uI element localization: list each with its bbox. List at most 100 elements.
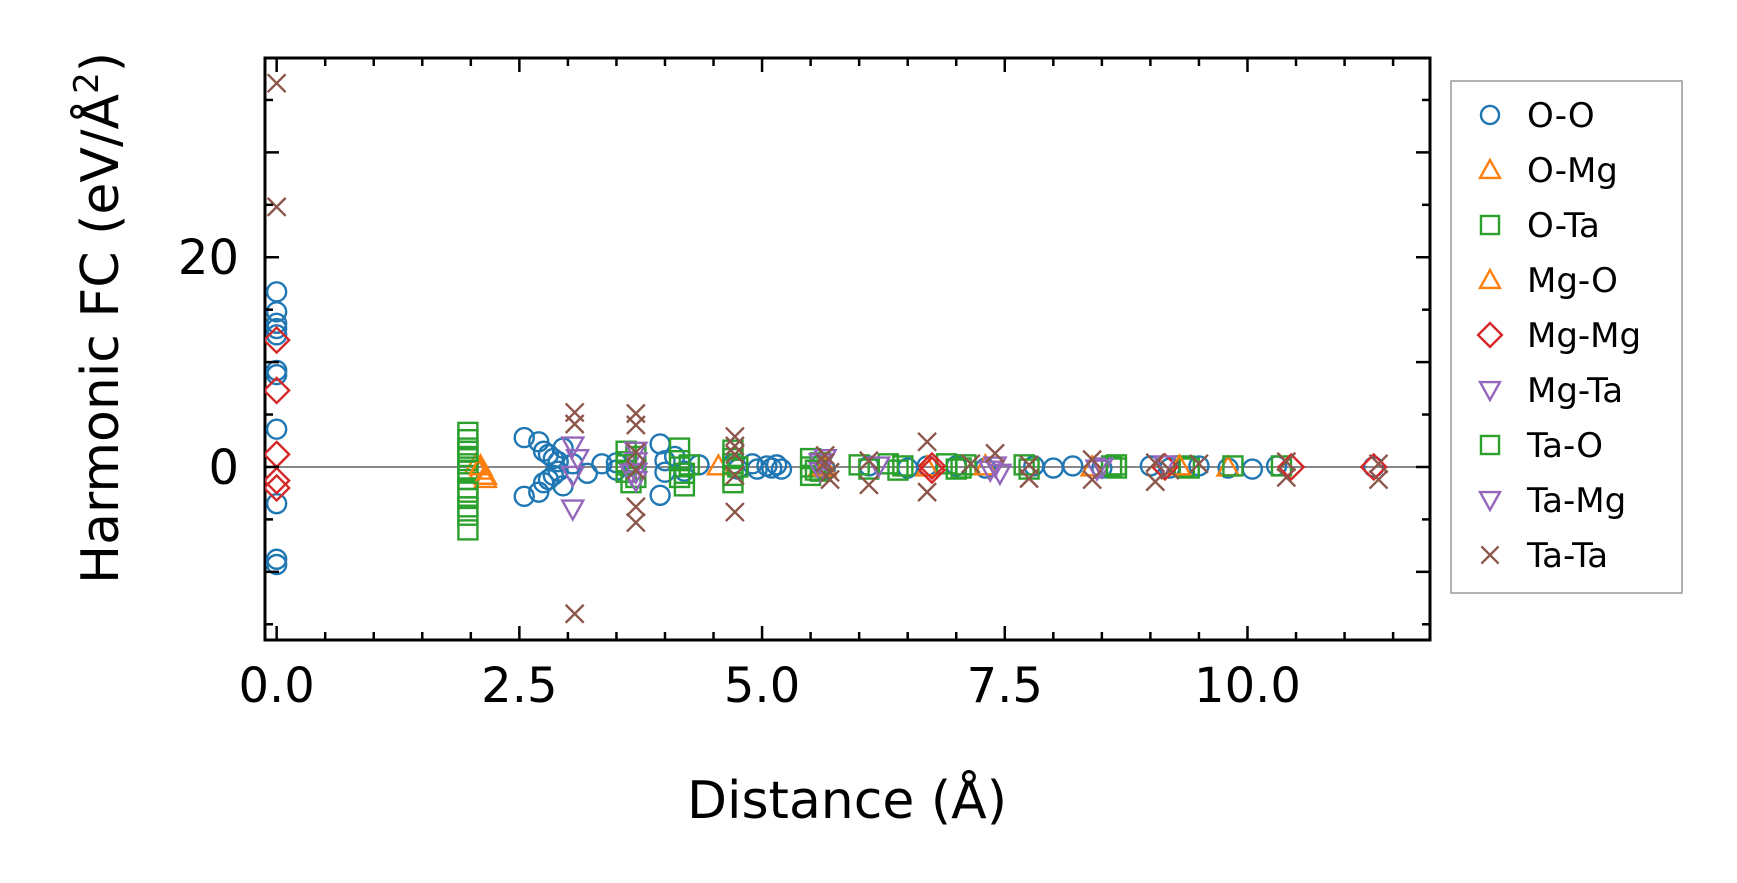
data-point-o-o [265, 492, 288, 515]
legend-entry-o-o: O-O [1479, 96, 1595, 136]
y-tick-label: 20 [178, 230, 239, 286]
data-point-o-o [576, 462, 599, 484]
data-point-ta-ta [859, 450, 879, 471]
data-point-o-ta [955, 454, 977, 476]
data-point-o-mg [914, 454, 940, 477]
legend-marker-mg-o [1477, 267, 1503, 290]
x-tick-label: 0.0 [238, 658, 314, 714]
data-point-ta-ta [564, 603, 585, 624]
data-point-ta-ta [1159, 460, 1180, 480]
x-tick-label: 5.0 [724, 658, 800, 714]
series-o-o [265, 281, 1385, 576]
x-tick-label: 10.0 [1194, 658, 1301, 714]
data-point-o-o [265, 363, 288, 386]
data-point-o-o [265, 548, 288, 570]
data-point-o-o [1042, 457, 1065, 479]
data-point-ta-ta [266, 197, 287, 217]
data-point-ta-o [457, 440, 479, 462]
legend-entry-mg-ta: Mg-Ta [1477, 371, 1623, 411]
data-point-ta-o [1105, 454, 1128, 476]
data-point-mg-ta [560, 499, 586, 522]
legend-marker-mg-mg [1476, 321, 1504, 349]
data-point-mg-o [472, 462, 498, 485]
plot-area-frame [263, 56, 1432, 642]
axis-ticks [265, 58, 1430, 640]
data-point-ta-ta [820, 462, 840, 483]
legend-entry-mg-o: Mg-O [1477, 261, 1618, 301]
data-point-ta-ta [1082, 469, 1102, 490]
data-point-ta-ta [1368, 469, 1389, 490]
data-point-mg-mg [917, 455, 947, 485]
legend-entry-mg-mg: Mg-Mg [1476, 316, 1641, 356]
data-point-o-o [1062, 455, 1084, 477]
data-point-ta-o [892, 455, 914, 477]
data-point-ta-ta [1145, 471, 1166, 492]
data-point-mg-ta [866, 456, 892, 479]
data-point-ta-ta [815, 445, 836, 466]
legend-label: O-Mg [1527, 151, 1618, 191]
data-point-ta-o [950, 457, 972, 479]
data-point-o-ta [457, 519, 479, 541]
data-point-ta-ta [725, 426, 745, 447]
data-point-o-o [547, 451, 569, 473]
data-point-o-o [265, 553, 288, 576]
data-point-o-o [265, 418, 288, 440]
legend-entry-o-mg: O-Mg [1477, 151, 1618, 191]
data-point-ta-ta [820, 469, 840, 490]
legend-marker-ta-o [1479, 434, 1501, 456]
legend-label: Ta-Mg [1526, 481, 1626, 521]
data-point-o-o [265, 324, 288, 346]
data-point-o-o [654, 449, 676, 472]
legend-marker-o-o [1479, 104, 1501, 126]
data-point-o-ta [887, 459, 909, 481]
data-point-ta-ta [266, 73, 287, 94]
data-point-ta-ta [1019, 468, 1039, 489]
legend-label: Ta-Ta [1526, 536, 1608, 576]
data-point-o-ta [457, 504, 479, 526]
data-point-ta-ta [917, 482, 937, 502]
data-point-o-o [265, 317, 288, 340]
legend-marker-o-ta [1479, 214, 1501, 236]
data-point-ta-o [457, 481, 479, 503]
data-point-ta-o [668, 466, 691, 489]
data-point-mg-mg [265, 473, 291, 503]
legend-label: Mg-Ta [1527, 371, 1623, 411]
data-point-ta-ta [960, 453, 981, 474]
data-point-o-o [513, 426, 535, 449]
data-point-ta-ta [1082, 449, 1102, 470]
data-point-ta-ta [626, 460, 646, 480]
legend-label: O-Ta [1527, 206, 1600, 246]
data-point-o-o [770, 458, 793, 480]
data-point-ta-ta [815, 452, 836, 473]
data-point-mg-mg [265, 466, 291, 495]
y-axis-label-close: ) [71, 52, 131, 72]
legend: O-O O-Mg O-Ta Mg-O Mg-Mg Mg-Ta Ta-O Ta-Mg Ta-Ta [1450, 80, 1683, 594]
legend-marker-o-mg [1477, 157, 1503, 180]
data-point-o-o [265, 281, 288, 303]
legend-label: Ta-O [1526, 426, 1603, 466]
series-ta-ta [266, 73, 1389, 624]
legend-marker-ta-ta [1480, 545, 1500, 565]
data-point-ta-ta [725, 444, 745, 465]
legend-label: Mg-Mg [1527, 316, 1641, 356]
legend-entry-o-ta: O-Ta [1479, 206, 1600, 246]
data-point-ta-ta [1189, 453, 1209, 474]
data-point-ta-ta [985, 443, 1005, 464]
x-tick-label: 2.5 [481, 658, 557, 714]
data-point-mg-mg [1359, 452, 1388, 482]
data-point-ta-ta [1276, 467, 1297, 488]
series-ta-o [457, 440, 1128, 503]
y-tick-label: 0 [208, 440, 239, 496]
data-point-o-mg [472, 465, 498, 489]
data-point-ta-ta [626, 415, 646, 435]
data-point-mg-mg [265, 325, 291, 355]
data-point-o-o [513, 485, 535, 508]
data-point-ta-ta [859, 474, 879, 495]
legend-marker-mg-ta [1477, 380, 1503, 403]
data-point-mg-ta [560, 436, 586, 459]
legend-entry-ta-ta: Ta-Ta [1480, 536, 1608, 576]
data-point-o-o [649, 484, 671, 506]
data-point-ta-ta [626, 496, 646, 517]
y-axis-label: Harmonic FC (eV/Å2) [67, 52, 131, 584]
data-point-ta-ta [626, 442, 646, 463]
